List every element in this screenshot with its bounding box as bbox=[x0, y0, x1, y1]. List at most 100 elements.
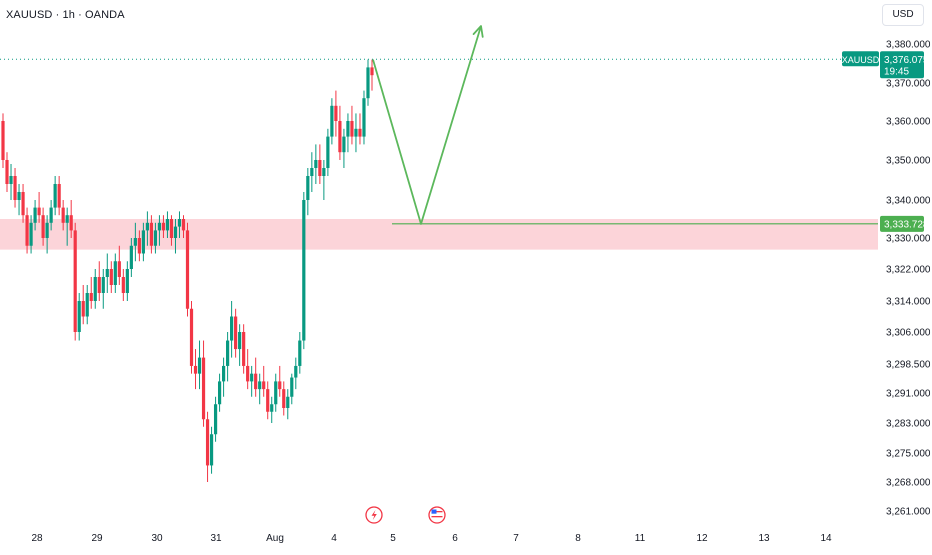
candle bbox=[101, 269, 105, 309]
candle-body bbox=[161, 222, 166, 231]
y-tick-label: 3,306.000 bbox=[886, 328, 931, 339]
y-tick-label: 3,350.000 bbox=[886, 156, 931, 167]
x-tick-label: 5 bbox=[390, 533, 396, 544]
candle-body bbox=[242, 332, 246, 366]
candle bbox=[81, 285, 85, 325]
candle bbox=[334, 90, 338, 137]
y-tick-label: 3,360.000 bbox=[886, 117, 931, 128]
candle-body bbox=[109, 269, 113, 285]
candle-body bbox=[37, 207, 41, 216]
candle bbox=[250, 365, 254, 397]
candle-body bbox=[254, 373, 258, 390]
candle bbox=[189, 301, 194, 374]
x-tick-label: 31 bbox=[210, 533, 222, 544]
projection-arrowhead bbox=[472, 25, 484, 38]
candle bbox=[137, 230, 141, 262]
candle-body bbox=[201, 357, 206, 420]
x-tick-label: 12 bbox=[696, 533, 708, 544]
candle bbox=[69, 200, 73, 238]
event-icons[interactable] bbox=[365, 506, 446, 524]
x-tick-label: Aug bbox=[266, 533, 284, 544]
candle bbox=[89, 277, 93, 309]
candle-body bbox=[314, 160, 318, 168]
candle-body bbox=[185, 230, 190, 309]
projection-path bbox=[372, 25, 482, 225]
flag-stripe bbox=[431, 516, 443, 518]
candle-body bbox=[77, 301, 81, 332]
candle-body bbox=[334, 105, 338, 121]
x-tick-label: 11 bbox=[635, 533, 646, 544]
candle bbox=[181, 215, 186, 238]
y-tick-label: 3,330.000 bbox=[886, 234, 931, 245]
symbol-title: XAUUSD · 1h · OANDA bbox=[6, 9, 125, 21]
candle-body bbox=[221, 365, 226, 382]
candle bbox=[153, 222, 158, 254]
candle-body bbox=[197, 357, 202, 374]
flash-bolt bbox=[371, 510, 377, 520]
candle-body bbox=[326, 136, 330, 168]
candle bbox=[9, 164, 13, 200]
candle bbox=[61, 200, 65, 231]
candle-body bbox=[141, 230, 145, 254]
candle bbox=[258, 373, 262, 405]
candle-body bbox=[354, 128, 358, 137]
candle-body bbox=[193, 365, 198, 374]
candle-body bbox=[246, 365, 250, 382]
candle bbox=[205, 411, 210, 482]
candle-body bbox=[41, 215, 45, 238]
candle bbox=[246, 349, 250, 390]
candle bbox=[5, 152, 9, 192]
candle bbox=[41, 207, 45, 246]
candle bbox=[145, 211, 149, 246]
candle-body bbox=[230, 316, 234, 341]
candles bbox=[1, 59, 374, 482]
candle-body bbox=[101, 277, 105, 293]
x-tick-label: 29 bbox=[91, 533, 103, 544]
candle-body bbox=[57, 184, 61, 208]
candle bbox=[193, 349, 198, 390]
candle bbox=[254, 357, 258, 397]
y-tick-label: 3,370.000 bbox=[886, 79, 931, 90]
y-tick-label: 3,268.000 bbox=[886, 478, 931, 489]
us-flag-event-icon[interactable] bbox=[428, 506, 446, 524]
candle-body bbox=[13, 176, 17, 200]
candle-body bbox=[358, 128, 362, 137]
support-tag-value: 3,333.728 bbox=[884, 219, 929, 230]
candle-body bbox=[29, 222, 33, 246]
candle bbox=[45, 215, 49, 254]
x-tick-label: 8 bbox=[575, 533, 581, 544]
y-tick-label: 3,275.000 bbox=[886, 449, 931, 460]
candle-body bbox=[302, 200, 306, 341]
candle-body bbox=[266, 389, 270, 412]
candle-body bbox=[117, 261, 121, 277]
candle-body bbox=[81, 301, 85, 317]
y-tick-label: 3,314.000 bbox=[886, 297, 931, 308]
candle bbox=[230, 301, 234, 358]
candle-body bbox=[1, 121, 5, 160]
candle bbox=[73, 222, 77, 341]
candle bbox=[17, 184, 21, 216]
flash-event-icon[interactable] bbox=[365, 506, 383, 524]
candle bbox=[117, 245, 121, 285]
candle-body bbox=[113, 261, 117, 285]
y-tick-label: 3,380.000 bbox=[886, 40, 931, 51]
candle-body bbox=[21, 192, 25, 216]
overlay-layer bbox=[0, 25, 878, 225]
currency-button[interactable]: USD bbox=[882, 4, 924, 26]
candle bbox=[133, 222, 137, 262]
candle bbox=[338, 105, 342, 160]
candle-body bbox=[205, 419, 210, 466]
candle-body bbox=[129, 245, 133, 269]
candle-body bbox=[370, 67, 374, 76]
candle bbox=[286, 389, 290, 420]
candle bbox=[266, 381, 270, 420]
candle bbox=[318, 144, 322, 184]
candle-body bbox=[189, 308, 194, 366]
y-tick-label: 3,261.000 bbox=[886, 507, 931, 518]
candle-body bbox=[125, 269, 129, 293]
candle-body bbox=[250, 373, 254, 382]
candle bbox=[262, 365, 266, 397]
